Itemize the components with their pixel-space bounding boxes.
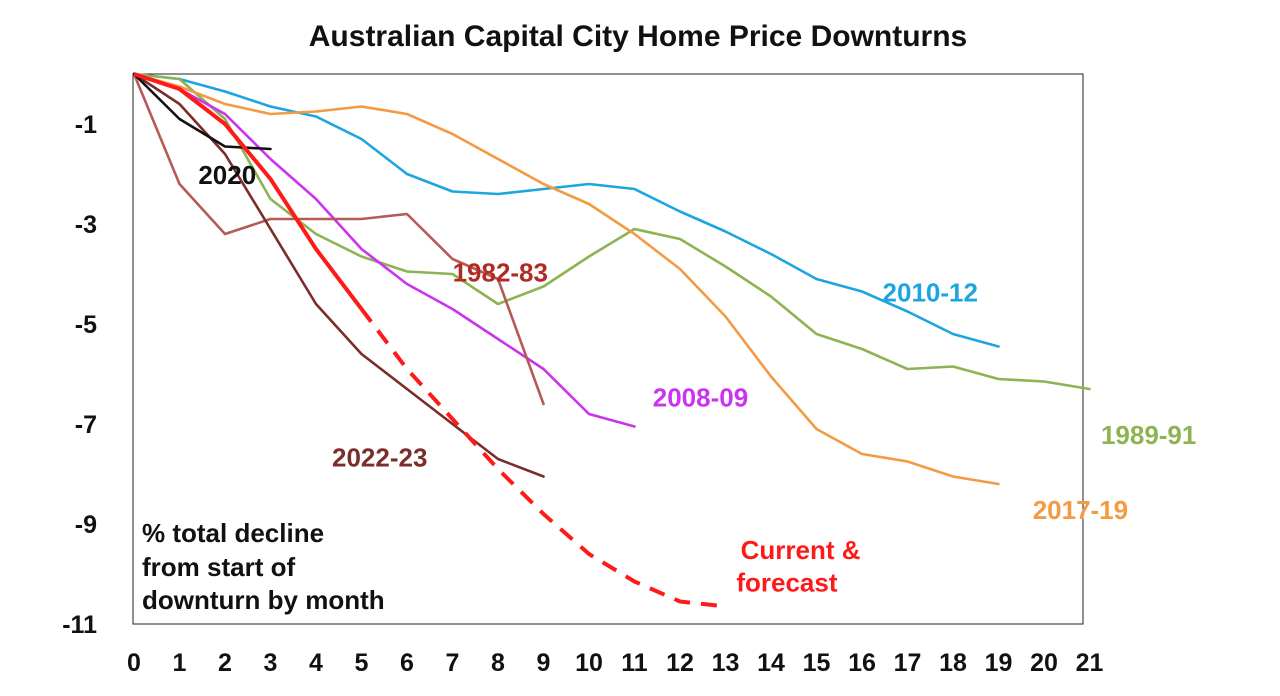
series-line-2017-19 [132, 72, 1000, 486]
x-tick-label: 6 [400, 649, 414, 677]
note-line-3: downturn by month [142, 585, 385, 615]
y-tick-label: -3 [75, 211, 97, 239]
y-axis-ticks: -1 -3 -5 -7 -9 -11 [62, 111, 97, 639]
x-axis-ticks: 0 1 2 3 4 5 6 7 8 9 10 11 12 13 14 15 16 17 18 19 20 21 [127, 649, 1103, 677]
series-label-2017-19: 2017-19 [1033, 495, 1128, 525]
y-tick-label: -5 [75, 311, 97, 339]
y-tick-label: -7 [75, 411, 97, 439]
x-tick-label: 10 [575, 649, 603, 677]
note-line-2: from start of [142, 552, 295, 582]
series-line-current-forecast [133, 72, 364, 311]
x-tick-label: 3 [264, 649, 278, 677]
y-tick-label: -9 [75, 511, 97, 539]
x-tick-label: 15 [803, 649, 831, 677]
series-label-2022-23: 2022-23 [332, 443, 427, 473]
series-label-1989-91: 1989-91 [1101, 420, 1196, 450]
plot-area [132, 73, 1084, 625]
series-line-2020 [132, 72, 272, 151]
series-label-2010-12: 2010-12 [883, 278, 978, 308]
x-tick-label: 13 [712, 649, 740, 677]
series-label-forecast: forecast [736, 568, 837, 598]
x-tick-label: 21 [1076, 649, 1104, 677]
series-line-2008-09 [132, 72, 636, 428]
series-annotations: 2020 1982-83 2010-12 2008-09 1989-91 2022-23 2… [198, 160, 1196, 598]
x-tick-label: 4 [309, 649, 323, 677]
chart-title: Australian Capital City Home Price Downt… [309, 20, 967, 53]
x-tick-label: 20 [1030, 649, 1058, 677]
series-label-2008-09: 2008-09 [653, 383, 748, 413]
series-line-1989-91 [132, 72, 1091, 391]
series-line-2010-12 [132, 72, 1000, 348]
x-tick-label: 16 [848, 649, 876, 677]
x-tick-label: 8 [491, 649, 505, 677]
y-tick-label: -11 [62, 611, 97, 639]
series-label-1982-83: 1982-83 [453, 258, 548, 288]
x-tick-label: 17 [894, 649, 922, 677]
x-tick-label: 11 [621, 649, 648, 677]
x-tick-label: 1 [173, 649, 187, 677]
note-line-1: % total decline [142, 518, 324, 548]
x-tick-label: 7 [446, 649, 460, 677]
series-line-current-forecast-dashed [359, 307, 726, 609]
x-tick-label: 18 [939, 649, 967, 677]
series-label-current: Current & [741, 535, 861, 565]
series-lines [132, 72, 1091, 609]
x-tick-label: 9 [537, 649, 551, 677]
x-tick-label: 0 [127, 649, 141, 677]
series-label-2020: 2020 [198, 160, 256, 190]
y-tick-label: -1 [75, 111, 97, 139]
x-tick-label: 2 [218, 649, 232, 677]
x-tick-label: 14 [757, 649, 785, 677]
x-tick-label: 5 [355, 649, 369, 677]
x-tick-label: 19 [985, 649, 1013, 677]
series-line-1982-83 [132, 72, 545, 406]
x-tick-label: 12 [666, 649, 694, 677]
